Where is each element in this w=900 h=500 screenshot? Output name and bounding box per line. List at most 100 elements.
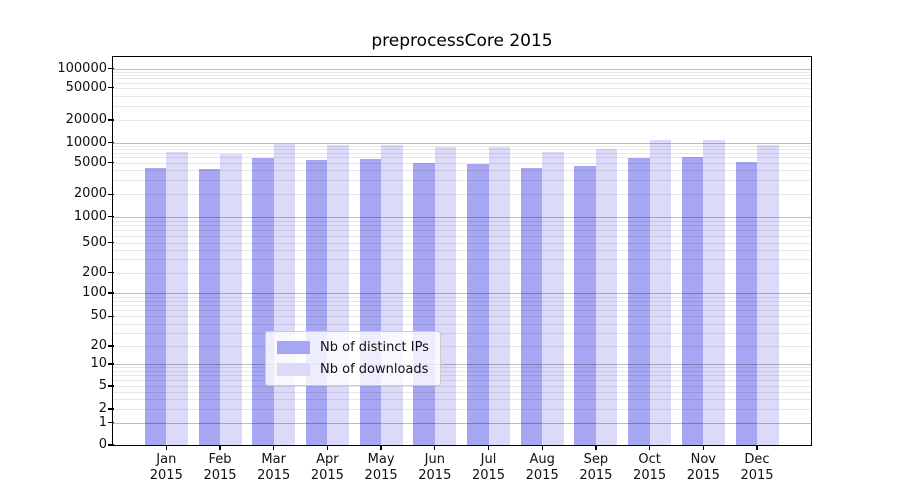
- gridline-20: [113, 346, 811, 347]
- bar-distinct-ips-jul: [467, 163, 489, 445]
- gridline-60000: [113, 82, 811, 84]
- chart-title: preprocessCore 2015: [371, 31, 553, 51]
- y-tick-label-2: 2: [98, 401, 107, 416]
- y-tick-label-50: 50: [90, 308, 107, 324]
- x-tick-label-oct: Oct 2015: [633, 452, 667, 483]
- gridline-10: [113, 364, 811, 366]
- gridlines-layer: [113, 57, 811, 445]
- legend-swatch-downloads: [277, 363, 310, 376]
- y-tick-label-100000: 100000: [57, 60, 107, 76]
- y-tick-mark-20: [107, 345, 114, 347]
- x-tick-label-jul: Jul 2015: [471, 452, 506, 483]
- legend-swatch-distinct-ips: [277, 341, 310, 354]
- gridline-20000: [113, 120, 811, 121]
- gridline-4: [113, 391, 811, 393]
- y-tick-label-100: 100: [82, 285, 107, 300]
- y-tick-mark-50000: [107, 87, 114, 89]
- y-tick-label-50000: 50000: [65, 79, 107, 95]
- y-tick-mark-2000: [107, 193, 114, 195]
- y-tick-label-10: 10: [90, 356, 107, 371]
- x-tick-mark-aug: [541, 445, 543, 450]
- bar-downloads-oct: [649, 140, 672, 445]
- gridline-9000: [113, 145, 811, 147]
- gridline-2: [113, 409, 811, 410]
- bar-distinct-ips-oct: [628, 158, 650, 445]
- y-tick-mark-0: [107, 444, 114, 446]
- legend-label-distinct-ips: Nb of distinct IPs: [320, 340, 429, 355]
- gridline-300: [113, 259, 811, 261]
- gridline-2000: [113, 194, 811, 196]
- y-tick-label-1000: 1000: [73, 208, 107, 224]
- gridline-400: [113, 250, 811, 251]
- y-tick-mark-200: [107, 272, 114, 274]
- gridline-500: [113, 242, 811, 244]
- x-tick-mark-jul: [487, 445, 490, 450]
- bar-distinct-ips-sep: [574, 165, 596, 445]
- bar-distinct-ips-jan: [144, 168, 167, 445]
- gridline-8000: [113, 149, 811, 151]
- y-tick-label-0: 0: [98, 437, 107, 452]
- y-tick-label-20000: 20000: [65, 112, 107, 127]
- x-tick-label-mar: Mar 2015: [257, 452, 291, 483]
- gridline-100: [113, 293, 811, 295]
- gridline-70000: [113, 78, 811, 80]
- gridline-50: [113, 316, 811, 318]
- y-tick-mark-50: [107, 315, 114, 317]
- gridline-90000: [113, 71, 811, 73]
- gridline-10000: [113, 142, 811, 144]
- bar-distinct-ips-nov: [681, 157, 704, 445]
- gridline-700: [113, 230, 811, 232]
- gridline-7000: [113, 152, 811, 154]
- legend-item-distinct-ips: Nb of distinct IPs: [277, 340, 429, 355]
- gridline-8: [113, 371, 811, 373]
- gridline-9: [113, 367, 811, 369]
- x-tick-mark-oct: [648, 445, 651, 450]
- gridline-600: [113, 235, 811, 237]
- bar-downloads-aug: [542, 151, 564, 445]
- x-tick-mark-may: [380, 445, 382, 450]
- gridline-4000: [113, 170, 811, 172]
- bar-downloads-sep: [595, 148, 618, 445]
- gridline-90: [113, 296, 811, 298]
- y-tick-mark-20000: [107, 119, 114, 121]
- gridline-800: [113, 225, 811, 227]
- x-tick-label-may: May 2015: [364, 452, 398, 483]
- y-tick-mark-100000: [107, 68, 114, 70]
- gridline-60: [113, 310, 811, 312]
- y-tick-label-200: 200: [82, 264, 107, 280]
- gridline-3000: [113, 180, 811, 182]
- x-tick-mark-feb: [219, 445, 221, 450]
- x-tick-label-jan: Jan 2015: [149, 452, 183, 483]
- gridline-50000: [113, 87, 811, 89]
- y-tick-mark-2: [107, 408, 114, 410]
- gridline-30000: [113, 105, 811, 107]
- y-tick-mark-1: [107, 422, 114, 424]
- gridline-40000: [113, 95, 811, 97]
- gridline-6000: [113, 157, 811, 159]
- gridline-200: [113, 272, 811, 274]
- gridline-7: [113, 375, 811, 377]
- bar-distinct-ips-dec: [735, 161, 757, 445]
- gridline-40: [113, 323, 811, 325]
- x-tick-label-sep: Sep 2015: [579, 452, 613, 483]
- y-tick-label-5: 5: [98, 378, 107, 393]
- y-tick-mark-5: [107, 385, 114, 387]
- y-tick-label-10000: 10000: [65, 134, 107, 150]
- y-tick-label-2000: 2000: [73, 186, 107, 202]
- x-tick-label-feb: Feb 2015: [203, 452, 237, 483]
- y-tick-mark-10000: [107, 142, 114, 144]
- x-tick-label-apr: Apr 2015: [310, 452, 344, 483]
- y-tick-label-1: 1: [98, 414, 107, 430]
- y-tick-mark-5000: [107, 162, 114, 164]
- y-tick-mark-500: [107, 242, 114, 244]
- x-tick-mark-dec: [756, 445, 758, 450]
- bar-downloads-jan: [166, 151, 188, 445]
- gridline-5000: [113, 162, 811, 164]
- y-tick-mark-1000: [107, 216, 114, 218]
- gridline-900: [113, 220, 811, 222]
- bar-downloads-jul: [488, 146, 510, 445]
- x-tick-mark-sep: [595, 445, 597, 450]
- x-tick-mark-apr: [326, 445, 329, 450]
- y-tick-mark-10: [107, 363, 114, 365]
